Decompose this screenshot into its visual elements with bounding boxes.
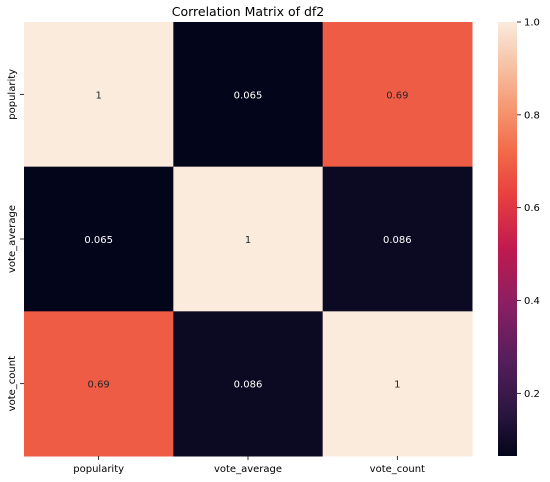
colorbar-tick-label: 0.4 <box>524 296 540 307</box>
cell-value-label: 0.086 <box>234 380 263 391</box>
cell-value-label: 0.69 <box>386 90 408 101</box>
y-axis: popularity vote_average vote_count <box>7 69 24 411</box>
cell-value-label: 1 <box>95 90 101 101</box>
cell-value-label: 0.065 <box>234 90 263 101</box>
cell-value-label: 0.065 <box>84 235 113 246</box>
colorbar-tick-label: 0.2 <box>524 389 540 400</box>
y-tick-label: vote_count <box>7 356 18 411</box>
heatmap-cell <box>173 22 324 168</box>
x-tick-label: vote_average <box>214 464 282 475</box>
y-tick-label: popularity <box>7 69 18 120</box>
heatmap-cell <box>24 166 174 312</box>
cell-value-label: 1 <box>245 235 251 246</box>
colorbar-tick-label: 0.6 <box>524 203 540 214</box>
heatmap-cell <box>322 311 473 457</box>
heatmap-cells: 1 0.065 0.69 0.065 1 0.086 0.69 0.086 1 <box>24 22 473 457</box>
cell-value-label: 0.69 <box>88 380 110 391</box>
heatmap-cell <box>173 311 324 457</box>
cell-value-label: 1 <box>394 380 400 391</box>
x-tick-label: vote_count <box>370 464 425 475</box>
colorbar <box>498 22 517 456</box>
chart-title: Correlation Matrix of df2 <box>172 4 325 19</box>
heatmap-cell <box>173 166 324 312</box>
heatmap-cell <box>24 311 174 457</box>
colorbar-tick-label: 1.0 <box>524 18 540 29</box>
x-tick-label: popularity <box>73 464 124 475</box>
heatmap-cell <box>322 22 473 168</box>
colorbar-axis: 0.2 0.4 0.6 0.8 1.0 <box>517 18 540 400</box>
heatmap-cell <box>24 22 174 168</box>
x-axis: popularity vote_average vote_count <box>73 456 425 475</box>
cell-value-label: 0.086 <box>383 235 412 246</box>
heatmap-cell <box>322 166 473 312</box>
colorbar-tick-label: 0.8 <box>524 110 540 121</box>
y-tick-label: vote_average <box>7 205 18 273</box>
